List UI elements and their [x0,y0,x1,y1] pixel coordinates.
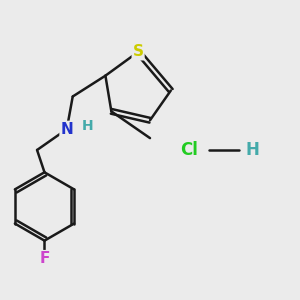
Text: Cl: Cl [180,141,198,159]
Text: S: S [133,44,144,59]
Text: H: H [245,141,259,159]
Text: N: N [60,122,73,137]
Text: F: F [39,251,50,266]
Text: H: H [82,119,93,133]
